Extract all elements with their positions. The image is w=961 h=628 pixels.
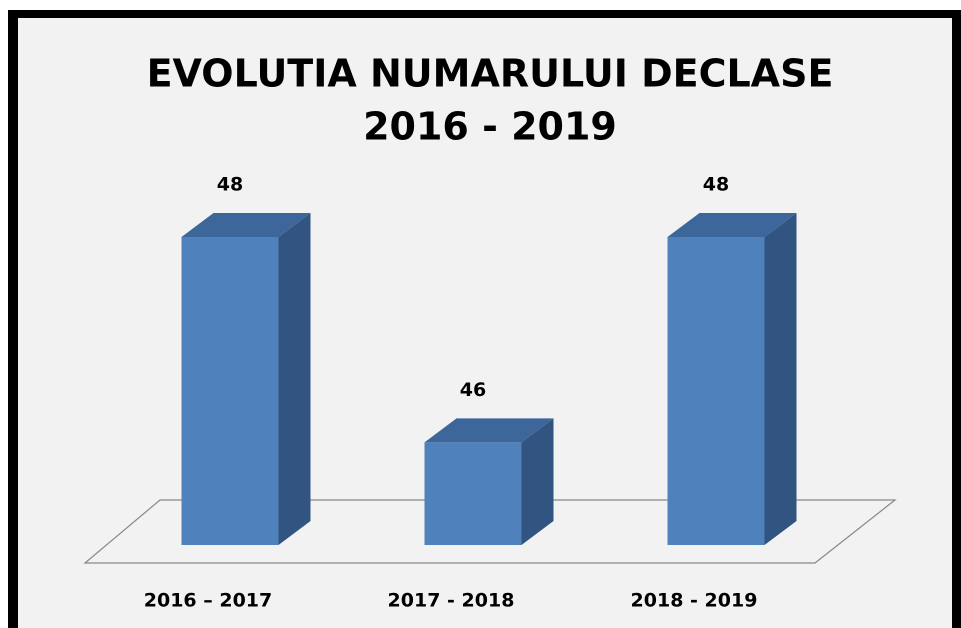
x-tick-label: 2018 - 2019 xyxy=(631,590,758,612)
bar-side xyxy=(521,418,554,545)
x-tick-label: 2016 – 2017 xyxy=(144,590,273,612)
bar-top xyxy=(424,418,554,443)
bar xyxy=(181,237,279,545)
bar xyxy=(667,237,765,545)
bar xyxy=(424,442,522,545)
bar-side xyxy=(278,213,311,545)
value-label: 46 xyxy=(460,379,486,401)
bar-top xyxy=(667,213,797,237)
x-tick-label: 2017 - 2018 xyxy=(388,590,515,612)
value-label: 48 xyxy=(703,174,729,196)
chart-subtitle: 2016 - 2019 xyxy=(363,105,617,149)
bar-top xyxy=(181,213,311,237)
value-label: 48 xyxy=(217,174,243,196)
bar-side xyxy=(764,213,797,545)
chart-title: EVOLUTIA NUMARULUI DECLASE xyxy=(147,52,834,96)
